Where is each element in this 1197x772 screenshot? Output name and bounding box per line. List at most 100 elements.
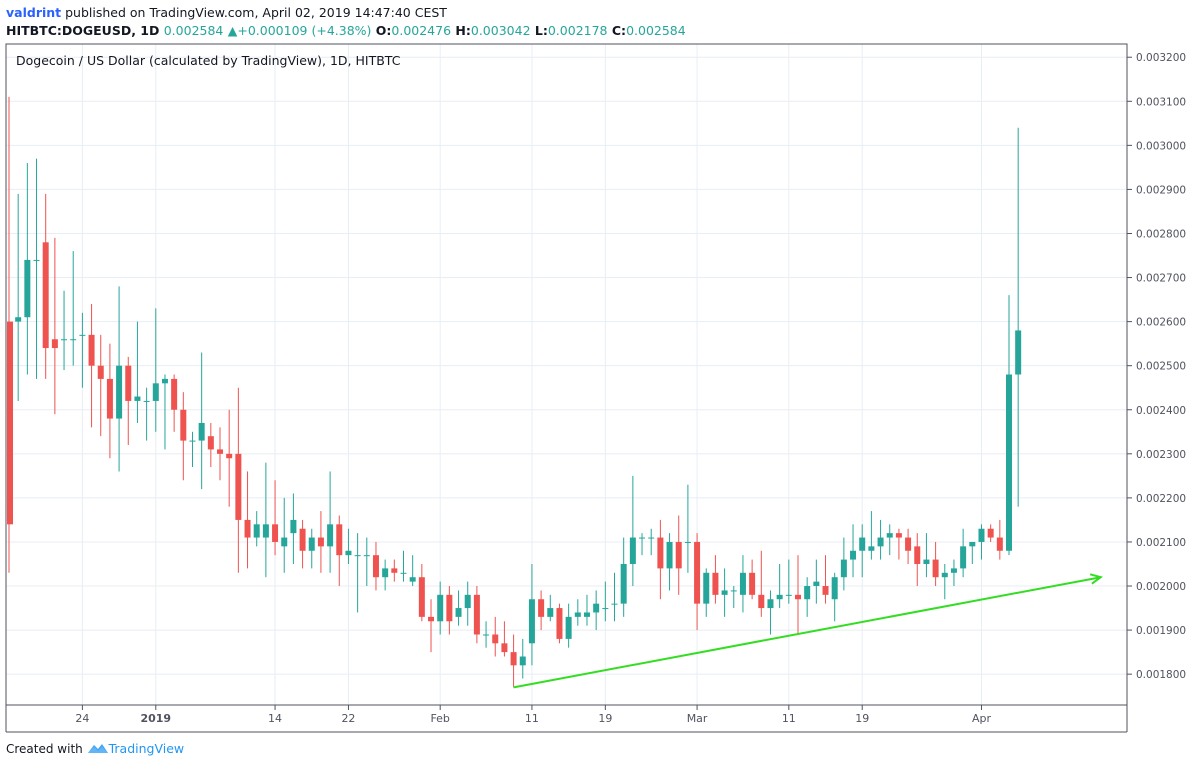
candle-body: [712, 572, 719, 595]
candle-body: [804, 586, 811, 600]
candle-body: [345, 550, 352, 556]
candle-body: [758, 594, 765, 609]
candle-body: [382, 568, 389, 578]
candle-body: [776, 594, 783, 600]
candle-body: [428, 616, 435, 622]
candle-body: [198, 422, 205, 441]
x-tick-label: Feb: [430, 712, 449, 725]
candle-body: [207, 436, 214, 450]
candle-body: [317, 537, 324, 547]
candle-body: [235, 453, 242, 520]
change-value: +0.000109 (+4.38%): [237, 23, 372, 38]
candle-body: [15, 317, 22, 322]
y-tick-label: 0.002000: [1136, 581, 1186, 593]
candle-body: [354, 555, 361, 557]
candle-body: [253, 524, 260, 538]
ohlc-line: HITBTC:DOGEUSD, 1D 0.002584 ▲+0.000109 (…: [6, 22, 1192, 40]
candle-body: [822, 586, 829, 595]
candle-body: [538, 599, 545, 617]
created-with-text: Created with: [6, 742, 83, 756]
candle-body: [272, 524, 279, 542]
candle-body: [960, 546, 967, 569]
y-tick-label: 0.002200: [1136, 493, 1186, 505]
candle-body: [7, 321, 13, 525]
candle-body: [262, 524, 269, 538]
candle-body: [483, 634, 490, 636]
candle-body: [336, 524, 343, 556]
candle-body: [1006, 374, 1012, 551]
candle-body: [859, 537, 866, 551]
candle-body: [850, 550, 857, 560]
y-tick-label: 0.001800: [1136, 669, 1186, 681]
x-tick-label: 2019: [140, 712, 171, 725]
candle-body: [666, 541, 673, 569]
candle-body: [978, 528, 985, 542]
x-tick-label: 19: [855, 712, 869, 725]
candle-body: [299, 528, 306, 551]
candle-body: [418, 577, 425, 617]
candle-body: [785, 594, 792, 596]
candle-body: [749, 572, 756, 595]
candle-body: [895, 533, 902, 538]
candle-body: [116, 365, 123, 419]
candle-body: [61, 339, 68, 341]
candle-body: [88, 334, 95, 366]
candle-body: [794, 594, 801, 600]
candle-body: [547, 608, 554, 617]
chart-header: valdrint published on TradingView.com, A…: [6, 4, 1192, 40]
candle-body: [464, 594, 471, 609]
candle-body: [134, 396, 141, 401]
candle-body: [767, 599, 774, 609]
candle-body: [941, 572, 948, 578]
tradingview-brand[interactable]: TradingView: [108, 741, 185, 756]
candle-body: [868, 546, 875, 551]
footer: Created with TradingView: [6, 741, 184, 756]
y-tick-label: 0.002400: [1136, 405, 1186, 417]
candle-body: [217, 449, 224, 454]
candle-body: [675, 541, 682, 569]
x-tick-label: Apr: [972, 712, 992, 725]
candle-body: [593, 603, 600, 613]
high-label: H:: [455, 23, 471, 38]
candle-body: [79, 334, 86, 336]
candle-body: [996, 537, 1003, 551]
candle-body: [611, 603, 618, 605]
candle-body: [161, 378, 168, 384]
x-tick-label: 24: [75, 712, 89, 725]
y-tick-label: 0.003200: [1136, 52, 1186, 64]
candle-body: [694, 541, 701, 604]
candle-body: [877, 537, 884, 547]
published-text: published on TradingView.com, April 02, …: [65, 5, 447, 20]
x-tick-label: 19: [598, 712, 612, 725]
candle-body: [629, 537, 636, 564]
price-value: 0.002584: [163, 23, 224, 38]
candle-body: [703, 572, 710, 604]
low-label: L:: [534, 23, 548, 38]
y-tick-label: 0.002300: [1136, 449, 1186, 461]
candle-body: [932, 559, 939, 578]
x-tick-label: Mar: [687, 712, 708, 725]
candle-body: [400, 572, 407, 574]
candle-body: [914, 546, 921, 564]
candle-body: [226, 453, 233, 459]
trend-line[interactable]: [513, 576, 1101, 689]
candle-body: [1015, 330, 1022, 375]
candle-body: [473, 594, 480, 635]
candle-body: [143, 400, 150, 402]
y-tick-label: 0.002500: [1136, 361, 1186, 373]
candle-body: [639, 537, 646, 539]
candle-body: [583, 612, 590, 617]
candle-body: [409, 577, 416, 582]
candle-body: [969, 541, 976, 547]
candle-body: [180, 409, 187, 441]
candle-body: [574, 612, 581, 617]
open-label: O:: [375, 23, 392, 38]
author-link[interactable]: valdrint: [6, 5, 62, 20]
chart-title: Dogecoin / US Dollar (calculated by Trad…: [16, 53, 401, 68]
y-tick-label: 0.003100: [1136, 96, 1186, 108]
candle-body: [290, 519, 297, 534]
candle-body: [97, 365, 104, 379]
candle-body: [42, 242, 49, 349]
